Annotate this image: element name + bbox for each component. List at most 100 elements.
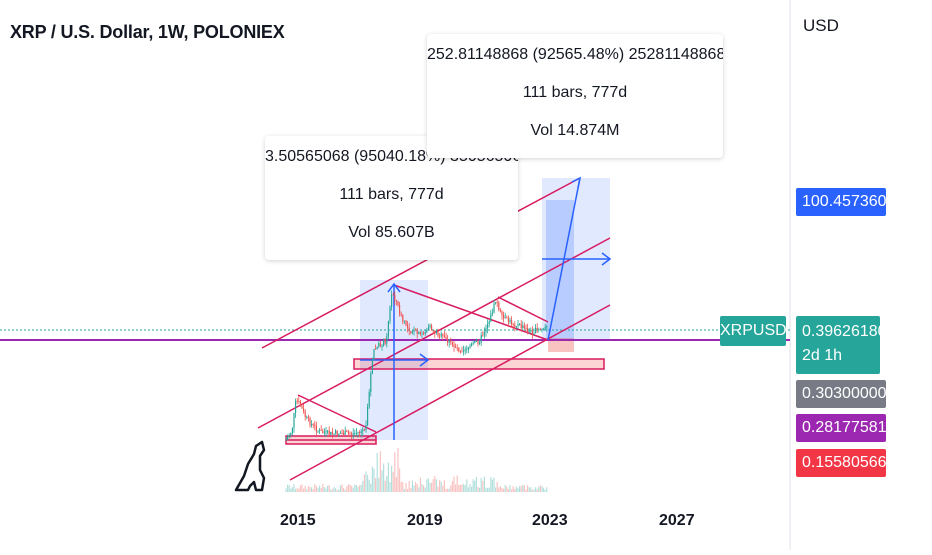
volume-bar (435, 479, 437, 492)
volume-bar (490, 477, 492, 492)
volume-bar (315, 486, 317, 492)
volume-bar (477, 486, 479, 492)
volume-bar (357, 486, 359, 492)
candle-body (482, 335, 484, 336)
candle-body (301, 406, 303, 409)
volume-bar (391, 465, 393, 492)
measure-box-right-red (548, 338, 574, 352)
candle-body (319, 429, 321, 431)
candle-body (525, 328, 527, 329)
volume-bar (445, 488, 447, 492)
candle-body (536, 327, 538, 330)
volume-bar (379, 451, 381, 492)
time-tick-2023: 2023 (532, 512, 568, 529)
candle-body (320, 429, 322, 431)
volume-bar (325, 488, 327, 492)
measure-arrow-left-vertical-head (387, 282, 401, 293)
volume-bar (471, 486, 473, 492)
candle-body (343, 432, 345, 435)
candle-body (443, 335, 445, 337)
channel-line-lower[interactable] (289, 304, 611, 481)
volume-bar (503, 488, 505, 492)
channel-line-upper[interactable] (261, 177, 581, 349)
candle-body (339, 432, 341, 434)
volume-bar (458, 484, 460, 492)
volume-bar (527, 485, 529, 492)
candle-body (379, 343, 381, 347)
volume-bar (402, 482, 404, 492)
volume-bar (415, 482, 417, 492)
candle-body (515, 326, 517, 327)
volume-bar (351, 485, 353, 492)
volume-bar (538, 486, 540, 492)
volume-bar (341, 484, 343, 492)
volume-bar (517, 488, 519, 492)
volume-bar (451, 481, 453, 492)
candle-body (391, 294, 393, 308)
volume-bar (447, 488, 449, 492)
candle-body (381, 346, 383, 347)
trend-line-left-top[interactable] (297, 394, 377, 433)
candle-body (303, 408, 305, 412)
candle-body (399, 305, 401, 314)
candle-body (442, 333, 444, 336)
candle-body (458, 348, 460, 352)
candle-body (371, 359, 373, 374)
volume-bar (440, 481, 442, 492)
volume-bar (343, 487, 345, 492)
candle-body (450, 340, 452, 342)
measure-arrow-right-diag-head (571, 176, 582, 189)
candle-body (538, 329, 540, 330)
candle-body (523, 325, 525, 329)
time-tick-2015: 2015 (280, 512, 316, 529)
candle-body (407, 325, 409, 329)
volume-bar (485, 487, 487, 492)
volume-bar (306, 489, 308, 492)
candle-body (311, 424, 313, 426)
volume-bar (536, 489, 538, 492)
candle-body (336, 430, 338, 436)
candle-body (541, 329, 543, 331)
candle-body (543, 329, 545, 330)
volume-bar (512, 486, 514, 492)
measure-tooltip-right-change: 252.81148868 (92565.48%) 25281148868 (427, 46, 723, 63)
candle-body (519, 323, 521, 325)
candle-body (483, 331, 485, 336)
candle-body (440, 333, 442, 337)
volume-bar (475, 477, 477, 492)
volume-bar (408, 481, 410, 492)
volume-bar (474, 480, 476, 492)
volume-bar (301, 484, 303, 492)
volume-bar (387, 462, 389, 492)
candle-body (493, 303, 495, 313)
candle-body (370, 373, 372, 393)
candle-body (504, 317, 506, 319)
volume-bar (456, 475, 458, 492)
volume-bar (336, 489, 338, 492)
dinosaur-icon (234, 440, 266, 492)
volume-bar (467, 487, 469, 492)
volume-bar (482, 480, 484, 492)
volume-bar (466, 479, 468, 492)
volume-bar (423, 485, 425, 492)
volume-bar (410, 488, 412, 492)
candle-body (431, 325, 433, 331)
candle-body (499, 309, 501, 312)
candle-body (360, 431, 362, 433)
measure-tooltip-left-bars: 111 bars, 777d (339, 186, 444, 203)
volume-bar (304, 486, 306, 492)
support-zone-mid[interactable] (353, 358, 605, 370)
volume-bar (360, 484, 362, 492)
candle-body (400, 313, 402, 316)
volume-bar (319, 485, 321, 492)
volume-bar (483, 476, 485, 492)
channel-line-middle[interactable] (257, 237, 611, 429)
volume-bars (285, 447, 548, 492)
time-tick-2019: 2019 (407, 512, 443, 529)
chart-title: XRP / U.S. Dollar, 1W, POLONIEX (10, 22, 285, 42)
candle-body (522, 325, 524, 328)
trend-line-peak-2[interactable] (497, 296, 549, 323)
trend-line-peak-down[interactable] (393, 284, 549, 341)
